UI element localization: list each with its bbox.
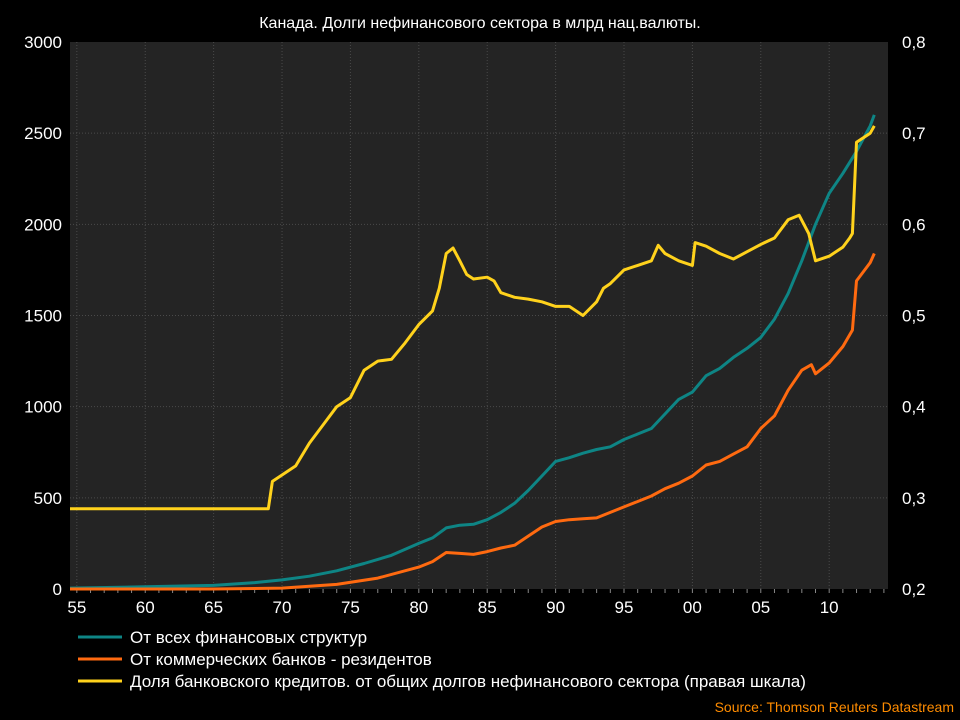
x-tick-label: 95 [615, 598, 634, 617]
source-note: Source: Thomson Reuters Datastream [715, 699, 954, 715]
y-right-tick-label: 0,5 [902, 307, 926, 326]
grid [70, 42, 888, 589]
legend-label-1: От всех финансовых структур [130, 628, 367, 647]
x-axis: 55 60 65 70 75 80 85 90 95 00 05 10 [67, 589, 885, 617]
y-right-tick-label: 0,2 [902, 580, 926, 599]
y-right-tick-label: 0,4 [902, 398, 926, 417]
y-right-tick-label: 0,6 [902, 215, 926, 234]
legend-label-2: От коммерческих банков - резидентов [130, 650, 432, 669]
series-group [69, 114, 876, 591]
legend-label-3: Доля банковского кредитов. от общих долг… [130, 672, 806, 691]
y-left-tick-label: 3000 [24, 33, 62, 52]
x-tick-label: 00 [683, 598, 702, 617]
y-left-tick-label: 0 [53, 580, 62, 599]
series-line-2 [70, 252, 876, 591]
y-left-tick-label: 500 [34, 489, 62, 508]
y-right-tick-label: 0,3 [902, 489, 926, 508]
x-tick-label: 10 [820, 598, 839, 617]
y-left-tick-label: 2500 [24, 124, 62, 143]
y-left-tick-label: 1000 [24, 398, 62, 417]
x-tick-label: 85 [478, 598, 497, 617]
series-line-1 [69, 114, 876, 590]
x-tick-label: 65 [204, 598, 223, 617]
x-tick-label: 60 [136, 598, 155, 617]
x-tick-label: 80 [409, 598, 428, 617]
y-left-tick-label: 1500 [24, 307, 62, 326]
y-axis-left: 0 500 1000 1500 2000 2500 3000 [24, 33, 62, 599]
x-tick-label: 75 [341, 598, 360, 617]
y-left-tick-label: 2000 [24, 215, 62, 234]
y-right-tick-label: 0,7 [902, 124, 926, 143]
x-tick-label: 90 [546, 598, 565, 617]
legend: От всех финансовых структур От коммерческ… [78, 628, 806, 691]
chart-title: Канада. Долги нефинансового сектора в мл… [259, 15, 701, 32]
series-line-3 [70, 125, 876, 511]
x-tick-label: 05 [751, 598, 770, 617]
y-axis-right: 0,2 0,3 0,4 0,5 0,6 0,7 0,8 [902, 33, 926, 599]
x-tick-label: 70 [273, 598, 292, 617]
x-tick-label: 55 [67, 598, 86, 617]
y-right-tick-label: 0,8 [902, 33, 926, 52]
